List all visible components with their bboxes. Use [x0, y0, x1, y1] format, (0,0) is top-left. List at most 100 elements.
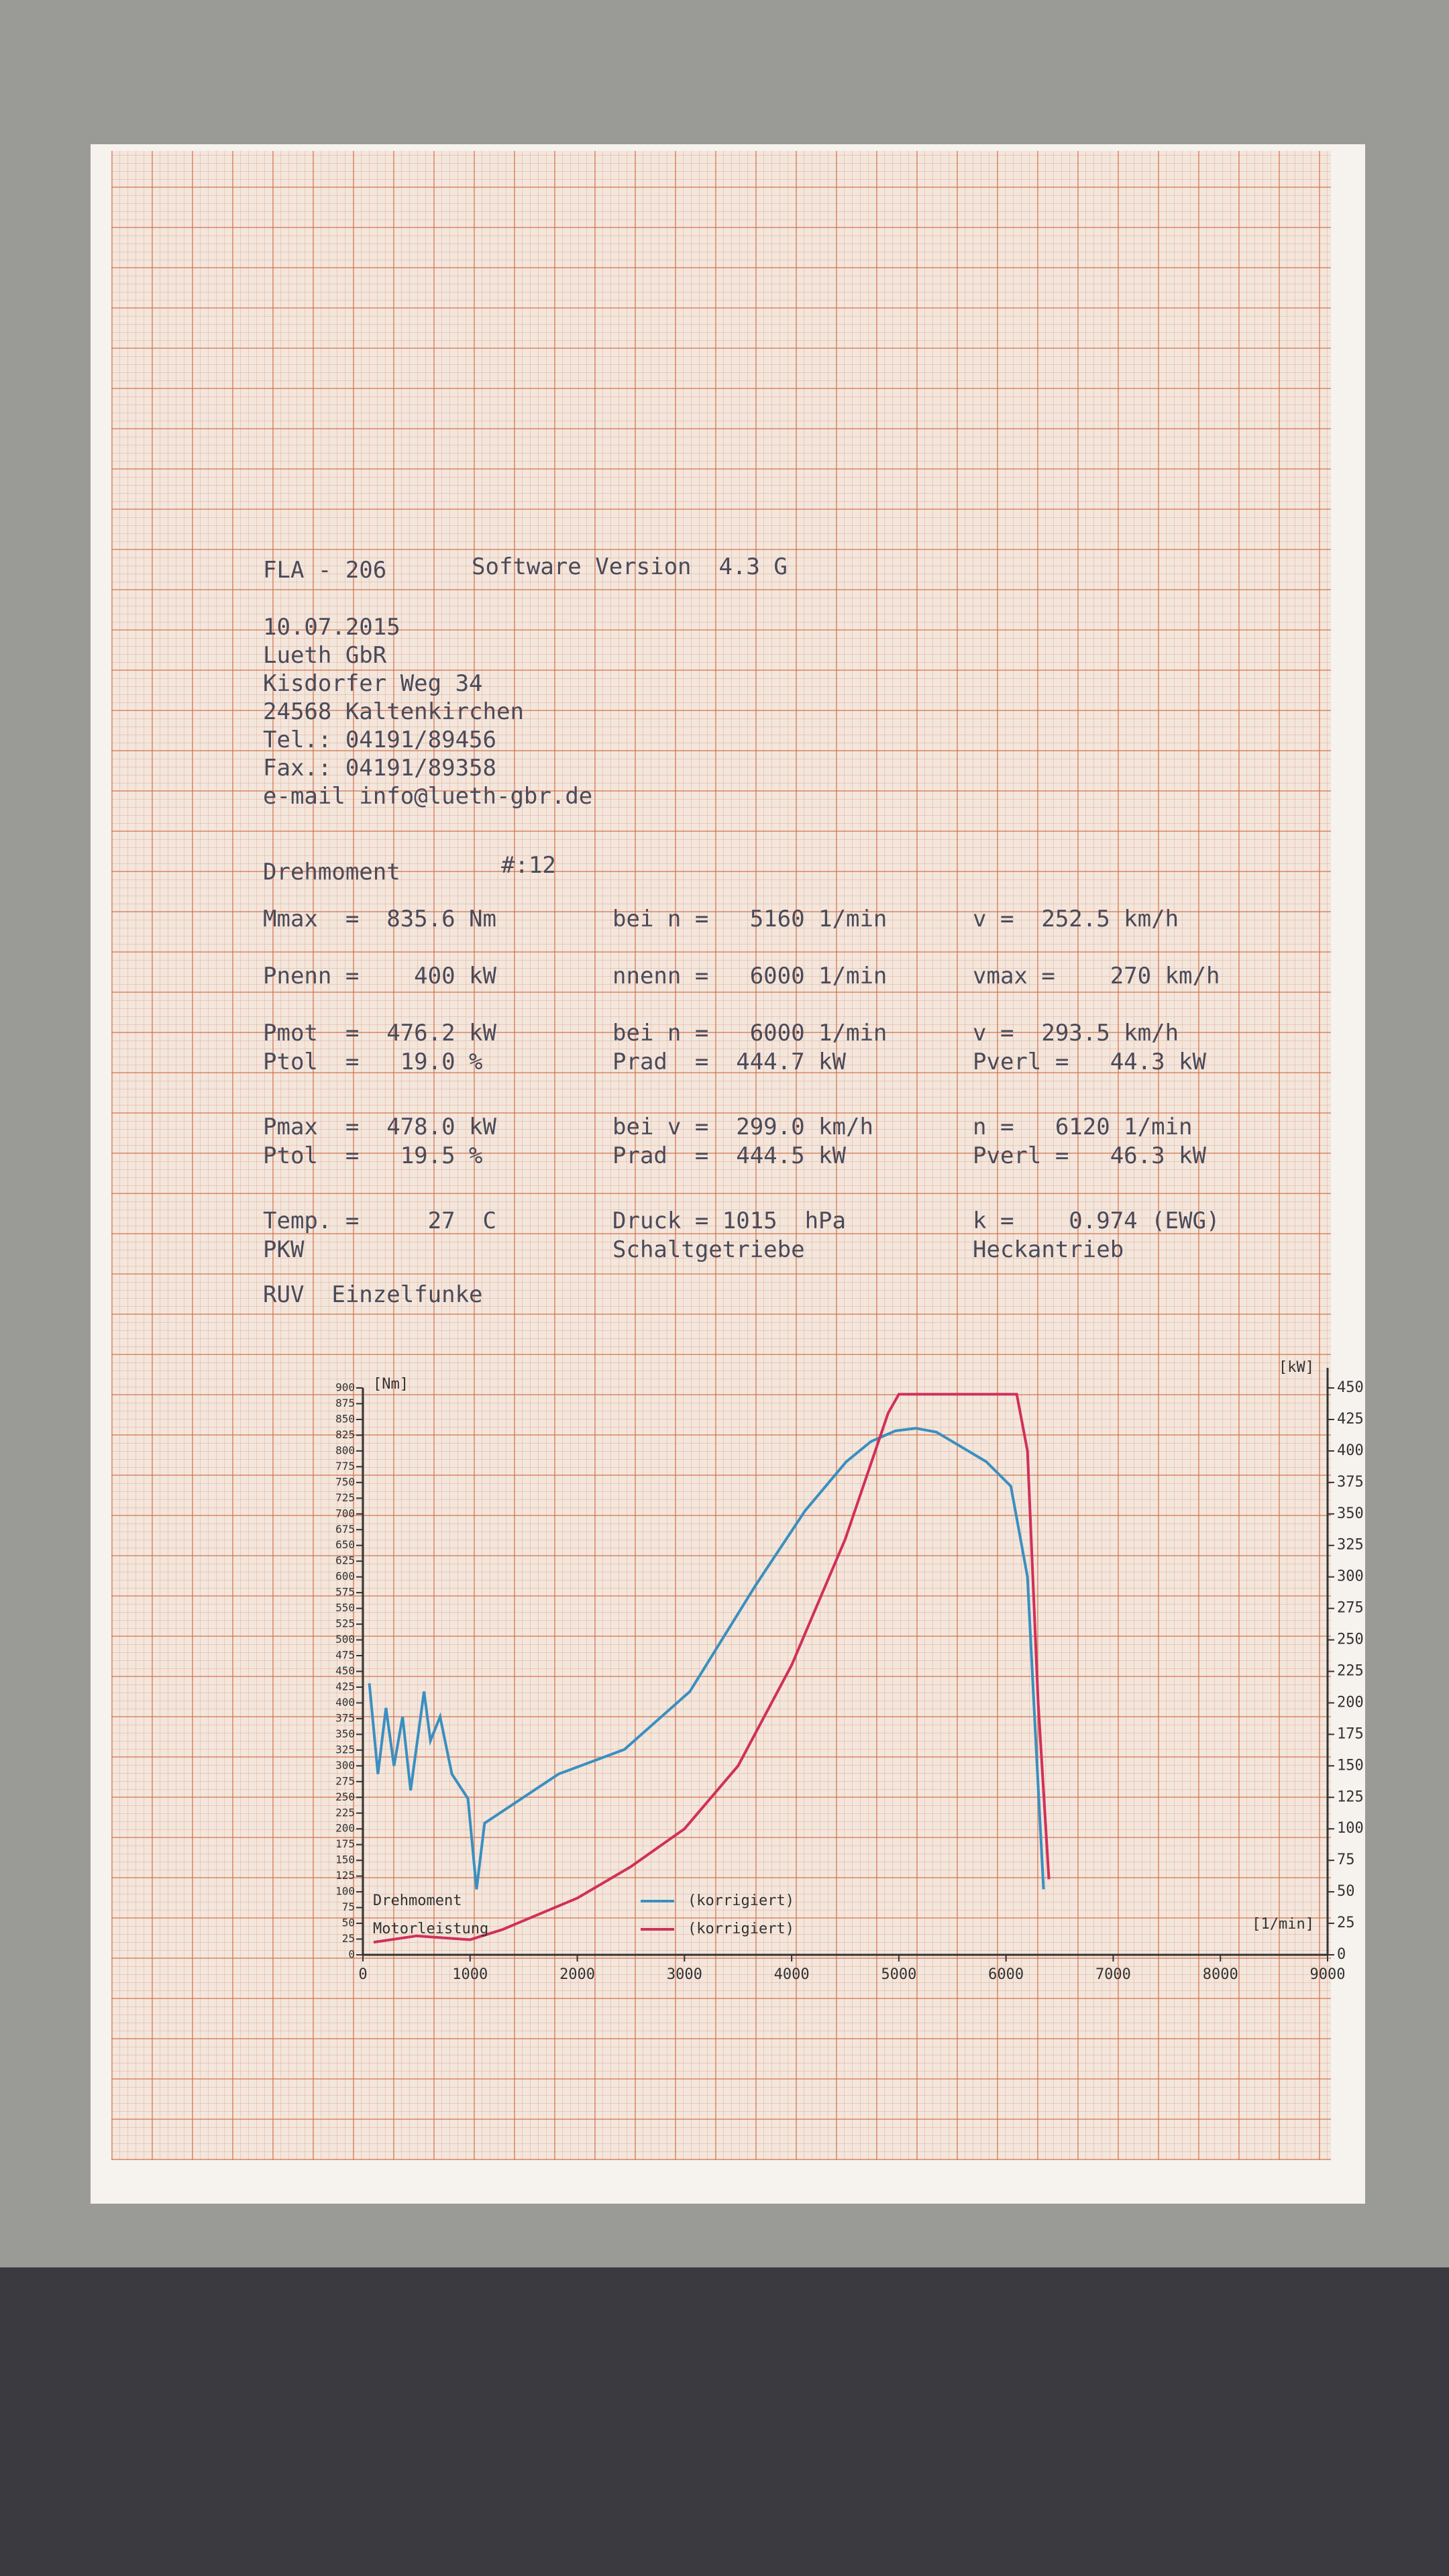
y2-tick-label: 250: [1337, 1631, 1364, 1648]
x-tick-label: 4000: [774, 1966, 810, 1983]
value-cell: v = 252.5 km/h: [973, 906, 1179, 932]
y-tick-label: 225: [335, 1806, 355, 1819]
y2-tick-label: 325: [1337, 1537, 1364, 1554]
y-tick-label: 600: [335, 1570, 355, 1582]
x-tick-label: 9000: [1310, 1966, 1346, 1983]
value-cell: RUV Einzelfunke: [263, 1281, 483, 1308]
number: #:12: [501, 852, 556, 879]
y-tick-label: 500: [335, 1633, 355, 1646]
address-line: Tel.: 04191/89456: [263, 727, 496, 753]
y-tick-label: 750: [335, 1475, 355, 1488]
x-tick-label: 3000: [667, 1966, 702, 1983]
y2-tick-label: 375: [1337, 1474, 1364, 1491]
y-tick-label: 725: [335, 1491, 355, 1504]
value-cell: nnenn = 6000 1/min: [612, 963, 888, 989]
y2-axis-label: [kW]: [1279, 1359, 1314, 1376]
x-tick-label: 1000: [452, 1966, 488, 1983]
x-axis-label: [1/min]: [1252, 1916, 1314, 1933]
y-tick-label: 175: [335, 1837, 355, 1850]
address-line: Kisdorfer Weg 34: [263, 670, 483, 697]
value-cell: Pverl = 46.3 kW: [973, 1142, 1206, 1169]
y2-tick-label: 50: [1337, 1883, 1355, 1900]
value-cell: Prad = 444.7 kW: [612, 1049, 846, 1075]
address-line: Fax.: 04191/89358: [263, 755, 496, 782]
x-tick-label: 2000: [559, 1966, 595, 1983]
legend-note: (korrigiert): [688, 1892, 794, 1909]
y2-tick-label: 125: [1337, 1788, 1364, 1805]
value-cell: vmax = 270 km/h: [973, 963, 1220, 989]
y-tick-label: 875: [335, 1397, 355, 1409]
y-tick-label: 300: [335, 1759, 355, 1772]
value-cell: Ptol = 19.0 %: [263, 1049, 483, 1075]
value-cell: n = 6120 1/min: [973, 1114, 1193, 1140]
y2-tick-label: 25: [1337, 1915, 1355, 1931]
value-cell: Pnenn = 400 kW: [263, 963, 496, 989]
series-line: [368, 1427, 1045, 1890]
value-cell: PKW: [263, 1236, 305, 1263]
y-tick-label: 675: [335, 1523, 355, 1536]
y-tick-label: 50: [342, 1917, 355, 1929]
y2-tick-label: 425: [1337, 1411, 1364, 1428]
y-tick-label: 75: [342, 1900, 355, 1913]
graph-paper: [111, 151, 1331, 2160]
value-cell: Pverl = 44.3 kW: [973, 1049, 1206, 1075]
y-tick-label: 450: [335, 1664, 355, 1677]
legend-name: Drehmoment: [373, 1892, 462, 1909]
y-tick-label: 275: [335, 1774, 355, 1787]
value-cell: Druck = 1015 hPa: [612, 1208, 846, 1234]
y2-tick-label: 275: [1337, 1600, 1364, 1617]
y2-tick-label: 450: [1337, 1379, 1364, 1396]
y-axis-label: [Nm]: [373, 1376, 409, 1393]
y-tick-label: 825: [335, 1428, 355, 1441]
value-cell: v = 293.5 km/h: [973, 1020, 1179, 1046]
y-tick-label: 475: [335, 1649, 355, 1662]
address-line: e-mail info@lueth-gbr.de: [263, 783, 593, 810]
y-tick-label: 200: [335, 1822, 355, 1835]
value-cell: Mmax = 835.6 Nm: [263, 906, 496, 932]
y-tick-label: 425: [335, 1680, 355, 1693]
y2-tick-label: 200: [1337, 1694, 1364, 1711]
y-tick-label: 150: [335, 1854, 355, 1866]
value-cell: bei n = 5160 1/min: [612, 906, 888, 932]
y-tick-label: 700: [335, 1507, 355, 1519]
x-tick-label: 6000: [988, 1966, 1024, 1983]
value-cell: Temp. = 27 C: [263, 1208, 496, 1234]
y-tick-label: 775: [335, 1460, 355, 1472]
y2-tick-label: 0: [1337, 1946, 1346, 1963]
y2-tick-label: 75: [1337, 1851, 1355, 1868]
y-tick-label: 100: [335, 1885, 355, 1898]
y-tick-label: 650: [335, 1538, 355, 1551]
value-cell: bei n = 6000 1/min: [612, 1020, 888, 1046]
series-line: [373, 1393, 1051, 1944]
y2-tick-label: 100: [1337, 1820, 1364, 1837]
measurement: Drehmoment: [263, 859, 400, 885]
device: FLA - 206: [263, 557, 387, 584]
y-tick-label: 350: [335, 1727, 355, 1740]
y-tick-label: 850: [335, 1412, 355, 1425]
value-cell: Heckantrieb: [973, 1236, 1124, 1263]
value-cell: bei v = 299.0 km/h: [612, 1114, 873, 1140]
address-line: 24568 Kaltenkirchen: [263, 698, 524, 725]
y-tick-label: 375: [335, 1711, 355, 1724]
y-tick-label: 800: [335, 1444, 355, 1456]
y-tick-label: 250: [335, 1790, 355, 1803]
value-cell: Schaltgetriebe: [612, 1236, 805, 1263]
software: Software Version 4.3 G: [472, 553, 788, 580]
y-tick-label: 0: [348, 1948, 355, 1961]
y-tick-label: 125: [335, 1869, 355, 1882]
y2-tick-label: 400: [1337, 1442, 1364, 1459]
address-line: Lueth GbR: [263, 642, 387, 669]
value-cell: Prad = 444.5 kW: [612, 1142, 846, 1169]
y-tick-label: 575: [335, 1586, 355, 1599]
table-surface: [0, 2267, 1449, 2576]
x-tick-label: 5000: [881, 1966, 916, 1983]
value-cell: Pmax = 478.0 kW: [263, 1114, 496, 1140]
y-tick-label: 900: [335, 1381, 355, 1394]
x-tick-label: 0: [358, 1966, 367, 1983]
x-tick-label: 7000: [1095, 1966, 1131, 1983]
legend-note: (korrigiert): [688, 1921, 794, 1937]
y-tick-label: 525: [335, 1617, 355, 1630]
value-cell: Ptol = 19.5 %: [263, 1142, 483, 1169]
